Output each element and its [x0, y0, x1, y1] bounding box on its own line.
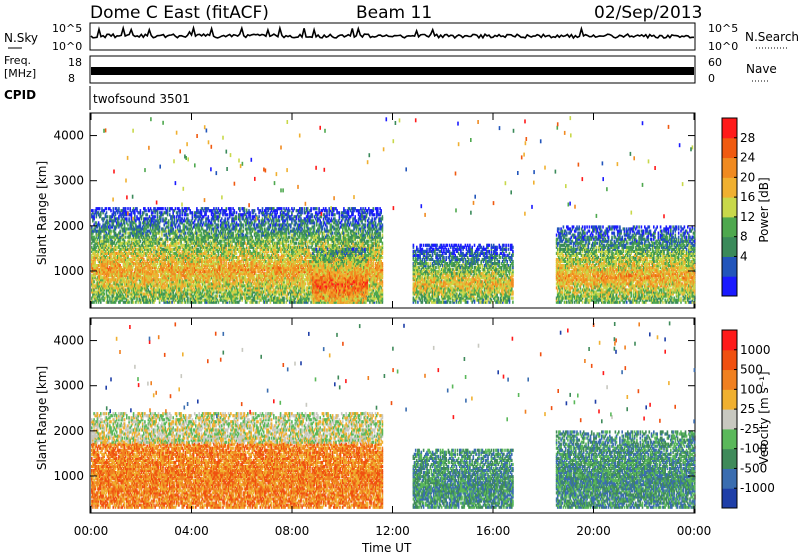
echo-cell: [127, 207, 129, 210]
freq-tick-top: 18: [68, 56, 82, 69]
nsky-tick-bottom: 10^0: [52, 40, 82, 53]
echo-cell: [125, 236, 127, 239]
date-title: 02/Sep/2013: [594, 3, 702, 23]
nave-tick-bottom: 0: [708, 72, 715, 85]
nsky-tick-top: 10^5: [52, 22, 82, 35]
cpid-row: CPID twofsound 3501: [4, 86, 190, 110]
echo-cell: [99, 207, 101, 210]
echo-cell: [126, 217, 128, 220]
freq-label: Freq.: [4, 54, 31, 67]
echo-cell: [109, 297, 111, 300]
nsearch-label: N.Search: [745, 30, 799, 44]
echo-cell: [92, 209, 94, 212]
echo-cell: [118, 207, 120, 210]
echo-cell: [127, 223, 129, 226]
nave-label: Nave: [746, 62, 777, 76]
echo-cell: [129, 207, 131, 210]
echo-cell: [106, 211, 108, 214]
echo-cell: [119, 230, 121, 233]
station-title: Dome C East (fitACF): [90, 3, 269, 23]
echo-cell: [133, 301, 135, 304]
echo-cell: [99, 223, 101, 226]
freq-panel: Freq. [MHz] 18 8 60 0 Nave: [4, 54, 777, 85]
echo-cell: [110, 209, 112, 212]
echo-cell: [100, 236, 102, 239]
radar-summary-plot: Dome C East (fitACF) Beam 11 02/Sep/2013…: [0, 0, 800, 554]
echo-cell: [103, 292, 105, 295]
nsearch-tick-top: 10^5: [708, 22, 738, 35]
echo-cell: [128, 301, 130, 304]
beam-title: Beam 11: [356, 3, 432, 23]
freq-trace: [91, 67, 694, 75]
echo-cell: [113, 207, 115, 210]
echo-cell: [106, 207, 108, 210]
echo-cell: [125, 207, 127, 210]
cpid-label: CPID: [4, 88, 36, 102]
echo-cell: [107, 215, 109, 218]
freq-tick-bottom: 8: [68, 72, 75, 85]
echo-cell: [136, 207, 138, 210]
echo-cell: [110, 230, 112, 233]
nsky-label: N.Sky: [4, 31, 38, 45]
echo-cell: [93, 280, 95, 283]
nsky-panel: N.Sky 10^5 10^0 10^5 10^0 N.Search: [4, 22, 799, 53]
echo-cell: [128, 217, 130, 220]
nsearch-tick-bottom: 10^0: [708, 40, 738, 53]
nave-tick-top: 60: [708, 56, 722, 69]
freq-unit: [MHz]: [4, 67, 36, 80]
cpid-value: twofsound 3501: [93, 92, 190, 106]
